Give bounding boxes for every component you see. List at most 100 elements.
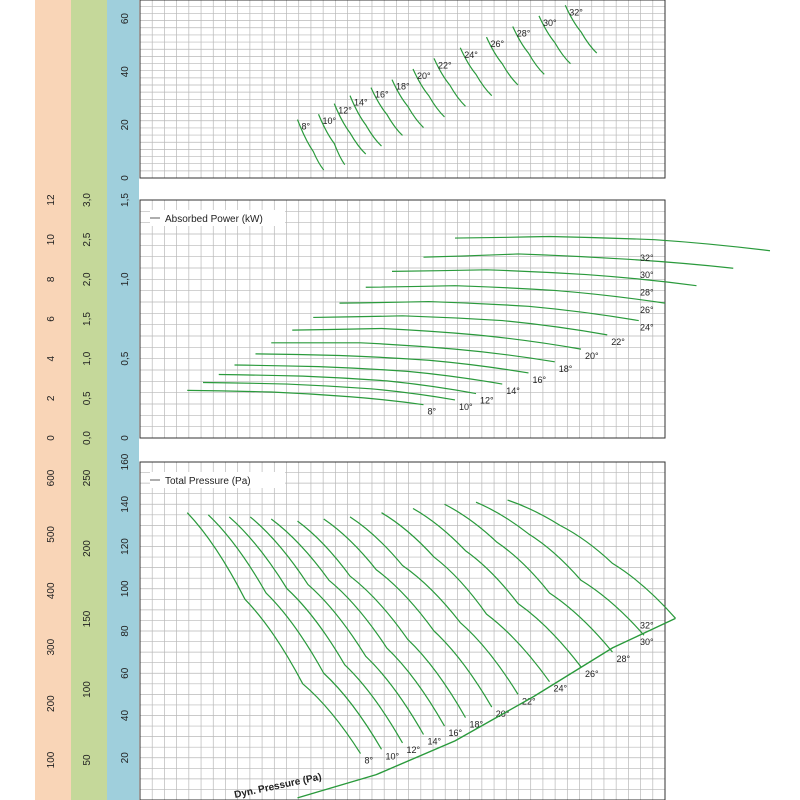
left-scale-tick: 1,5 — [82, 312, 93, 326]
dynamic-pressure-label: Dyn. Pressure (Pa) — [233, 772, 322, 800]
curve-28deg — [444, 503, 613, 653]
curve-30deg — [475, 501, 645, 636]
curve-14deg — [234, 364, 503, 385]
curve-8deg — [187, 389, 424, 406]
curve-label: 32° — [640, 253, 654, 263]
curve-label: 24° — [554, 684, 568, 694]
scale-band-left — [35, 0, 71, 800]
curve-label: 16° — [375, 90, 389, 100]
left-scale-tick: 100 — [46, 751, 57, 768]
curve-22deg — [313, 315, 608, 336]
left-scale-tick: 12 — [46, 194, 57, 206]
curve-label: 8° — [428, 407, 437, 417]
curve-28deg — [512, 26, 545, 75]
curve-26deg — [412, 507, 582, 668]
curve-label: 30° — [640, 637, 654, 647]
curve-label: 10° — [323, 116, 337, 126]
y-tick-label: 0,5 — [120, 351, 131, 365]
curve-label: 24° — [640, 323, 654, 333]
curve-12deg — [333, 103, 367, 155]
left-scale-tick: 3,0 — [82, 193, 93, 207]
curve-26deg — [365, 285, 666, 304]
curve-8deg — [296, 119, 325, 171]
panel-title-box — [150, 472, 285, 488]
y-tick-label: 20 — [120, 119, 131, 131]
curve-label: 18° — [470, 720, 484, 730]
left-scale-tick: 50 — [82, 754, 93, 766]
curve-label: 8° — [302, 122, 311, 132]
curve-label: 18° — [559, 364, 573, 374]
curve-16deg — [270, 518, 446, 727]
y-tick-label: 60 — [120, 667, 131, 679]
y-tick-label: 0 — [120, 435, 131, 441]
curve-label: 22° — [438, 60, 452, 70]
left-scale-tick: 10 — [46, 234, 57, 246]
curve-label: 32° — [569, 7, 583, 17]
left-scale-tick: 150 — [82, 610, 93, 627]
curve-18deg — [391, 79, 424, 128]
left-scale-tick: 250 — [82, 469, 93, 486]
curve-label: 12° — [407, 745, 421, 755]
plot-frame — [139, 0, 666, 179]
left-scale-tick: 2,0 — [82, 272, 93, 286]
y-tick-label: 100 — [120, 580, 131, 597]
left-scale-tick: 2,5 — [82, 232, 93, 246]
curve-22deg — [349, 516, 519, 695]
y-tick-label: 80 — [120, 625, 131, 637]
left-scale-tick: 0,5 — [82, 391, 93, 405]
scale-band-right — [107, 0, 139, 800]
curve-32deg — [454, 235, 771, 252]
curve-label: 26° — [491, 39, 505, 49]
curve-label: 20° — [417, 71, 431, 81]
curve-label: 26° — [640, 305, 654, 315]
left-scale-tick: 200 — [82, 540, 93, 557]
left-scale-tick: 200 — [46, 695, 57, 712]
y-tick-label: 0 — [120, 175, 131, 181]
curve-label: 22° — [522, 696, 536, 706]
curve-20deg — [323, 518, 493, 708]
curve-30deg — [538, 15, 571, 65]
y-tick-label: 40 — [120, 710, 131, 722]
curve-14deg — [249, 516, 425, 735]
curve-16deg — [370, 87, 403, 136]
curve-18deg — [297, 520, 467, 718]
curve-18deg — [271, 342, 555, 363]
left-scale-tick: 500 — [46, 526, 57, 543]
dynamic-pressure-curve — [297, 617, 676, 799]
y-tick-label: 40 — [120, 66, 131, 78]
curve-label: 12° — [338, 106, 352, 116]
left-scale-tick: 300 — [46, 638, 57, 655]
left-scale-tick: 1,0 — [82, 351, 93, 365]
curve-12deg — [228, 516, 404, 744]
curve-label: 22° — [611, 337, 625, 347]
curve-10deg — [207, 514, 383, 750]
y-tick-label: 120 — [120, 538, 131, 555]
curve-label: 14° — [354, 98, 368, 108]
y-tick-label: 160 — [120, 453, 131, 470]
left-scale-tick: 6 — [46, 316, 57, 322]
left-scale-tick: 0 — [46, 435, 57, 441]
curve-label: 28° — [517, 29, 531, 39]
y-tick-label: 1,0 — [120, 272, 131, 286]
curve-12deg — [218, 373, 477, 395]
left-scale-tick: 8 — [46, 276, 57, 282]
curve-24deg — [339, 300, 639, 322]
curve-label: 20° — [585, 351, 599, 361]
left-scale-tick: 400 — [46, 582, 57, 599]
curve-24deg — [381, 512, 550, 683]
left-scale-tick: 100 — [82, 681, 93, 698]
curve-28deg — [391, 269, 697, 287]
curve-label: 30° — [543, 18, 557, 28]
curve-10deg — [202, 381, 456, 401]
curve-20deg — [412, 68, 445, 118]
curve-label: 18° — [396, 82, 410, 92]
scale-band-middle — [71, 0, 107, 800]
curve-label: 10° — [386, 751, 400, 761]
panel-title-box — [150, 210, 285, 226]
y-tick-label: 60 — [120, 13, 131, 25]
left-scale-tick: 0,0 — [82, 431, 93, 445]
curve-30deg — [423, 253, 734, 269]
plot-frame — [139, 461, 666, 800]
